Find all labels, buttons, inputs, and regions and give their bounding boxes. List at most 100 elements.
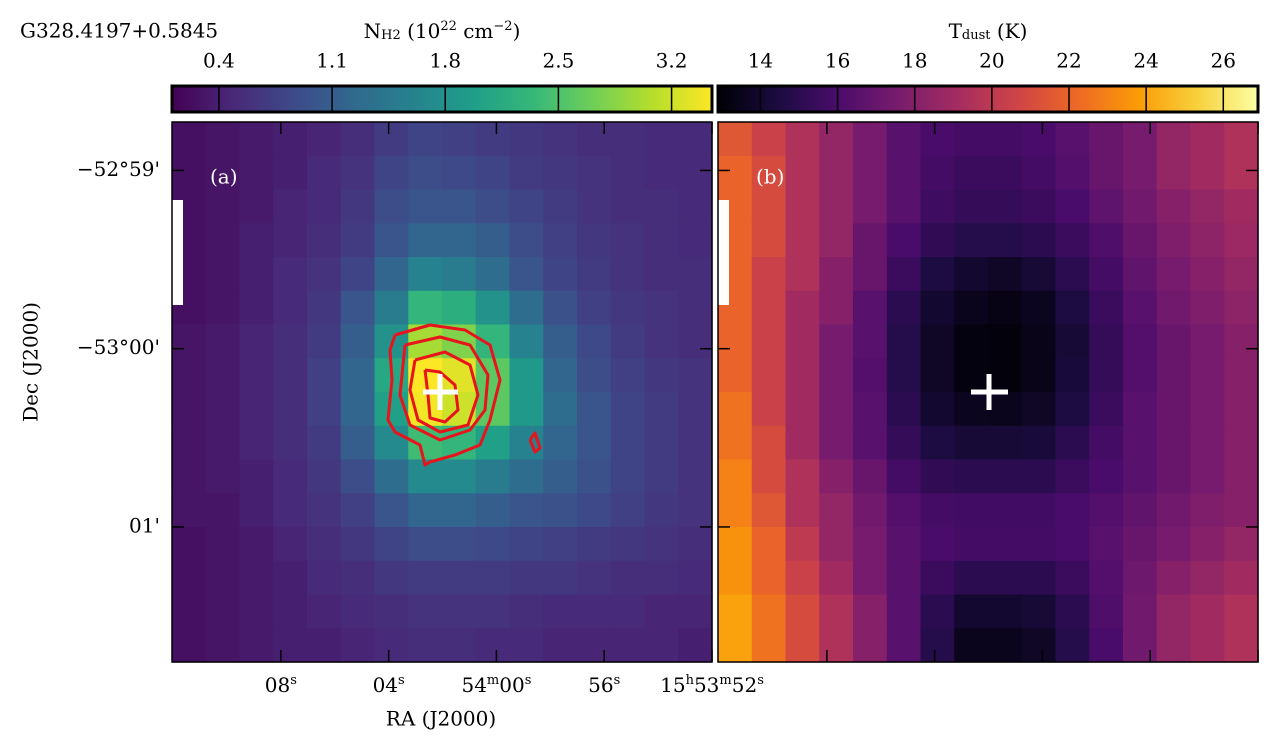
heatmap-cell	[475, 560, 511, 596]
heatmap-cell	[408, 155, 443, 191]
heatmap-cell	[307, 459, 342, 494]
heatmap-cell	[1123, 560, 1158, 596]
heatmap-cell	[1021, 628, 1057, 663]
heatmap-cell	[307, 560, 342, 596]
heatmap-cell	[543, 257, 578, 292]
heatmap-cell	[886, 324, 922, 359]
heatmap-cell	[307, 223, 342, 258]
heatmap-cell	[988, 392, 1023, 427]
heatmap-cell	[509, 189, 544, 224]
heatmap-cell	[718, 155, 753, 191]
heatmap-cell	[442, 459, 477, 494]
heatmap-cell	[954, 122, 989, 157]
overlays	[172, 200, 1008, 467]
heatmap-cell	[172, 122, 207, 157]
heatmap-cell	[886, 594, 922, 629]
colorbar-tick-label: 2.5	[543, 49, 575, 73]
heatmap-cell	[853, 358, 888, 393]
heatmap-cell	[1055, 290, 1090, 326]
colorbar-tick-label: 22	[1056, 49, 1081, 73]
heatmap-cell	[610, 628, 646, 663]
heatmap-cell	[442, 257, 477, 292]
heatmap-cell	[509, 290, 544, 326]
heatmap-cell	[920, 628, 955, 663]
contour	[528, 431, 542, 454]
heatmap-cell	[1055, 425, 1090, 461]
heatmap-cell	[678, 392, 713, 427]
heatmap-cell	[509, 560, 544, 596]
heatmap-cell	[988, 594, 1023, 629]
heatmap-cell	[273, 257, 308, 292]
heatmap-cell	[920, 189, 955, 224]
heatmap-cell	[819, 290, 854, 326]
heatmap-cell	[920, 493, 955, 528]
heatmap-cell	[678, 425, 713, 461]
heatmap-cell	[374, 189, 409, 224]
heatmap-cell	[205, 189, 241, 224]
heatmap-cell	[307, 358, 342, 393]
heatmap-cell	[172, 594, 207, 629]
heatmap-cell	[819, 493, 854, 528]
heatmap-cell	[205, 155, 241, 191]
x-axis-label: RA (J2000)	[386, 707, 496, 731]
heatmap-cell	[1055, 459, 1090, 494]
heatmap-cell	[475, 527, 511, 562]
heatmap-cell	[678, 122, 713, 157]
heatmap-cell	[1055, 324, 1090, 359]
heatmap-cell	[751, 223, 787, 258]
heatmap-cell	[954, 459, 989, 494]
panel-frame	[171, 121, 713, 663]
heatmap-cell	[340, 189, 376, 224]
heatmap-cell	[239, 392, 274, 427]
heatmap-cell	[785, 527, 820, 562]
heatmap-cell	[509, 358, 544, 393]
heatmap-cell	[1055, 223, 1090, 258]
heatmap-cell	[340, 257, 376, 292]
heatmap-cell	[920, 425, 955, 461]
heatmap-cell	[205, 324, 241, 359]
heatmap-cell	[273, 392, 308, 427]
heatmap-cell	[678, 257, 713, 292]
heatmap-cell	[819, 594, 854, 629]
heatmap-cell	[374, 459, 409, 494]
heatmap-cell	[239, 493, 274, 528]
heatmap-cell	[853, 290, 888, 326]
heatmap-cell	[819, 358, 854, 393]
heatmap-cell	[543, 493, 578, 528]
colorbar	[170, 84, 714, 114]
heatmap-cell	[1021, 560, 1057, 596]
heatmap-cell	[644, 392, 679, 427]
heatmap-cell	[954, 257, 989, 292]
heatmap-cell	[205, 122, 241, 157]
colorbar-label: NH2 (1022 cm−2)	[364, 19, 521, 44]
heatmap-cell	[1055, 122, 1090, 157]
heatmap-cell	[954, 594, 989, 629]
heatmap-cell	[1021, 527, 1057, 562]
heatmap-cell	[751, 155, 787, 191]
heatmap-cell	[340, 122, 376, 157]
colorbar-label: Tdust (K)	[949, 19, 1028, 44]
heatmap-cell	[1021, 223, 1057, 258]
heatmap-cell	[718, 527, 753, 562]
heatmap-cell	[751, 527, 787, 562]
heatmap-cell	[610, 223, 646, 258]
heatmap-cell	[988, 257, 1023, 292]
heatmap-cell	[954, 324, 989, 359]
heatmap-cell	[751, 290, 787, 326]
heatmap-cell	[1089, 257, 1124, 292]
heatmap-cell	[718, 324, 753, 359]
heatmap-cell	[819, 155, 854, 191]
heatmap-cell	[644, 527, 679, 562]
heatmap-cell	[1123, 392, 1158, 427]
heatmap-cell	[442, 628, 477, 663]
heatmap-cell	[273, 223, 308, 258]
heatmap-cell	[1021, 493, 1057, 528]
heatmap-cell	[1156, 560, 1192, 596]
heatmap-cell	[172, 425, 207, 461]
heatmap-cell	[408, 493, 443, 528]
heatmap-cell	[374, 594, 409, 629]
heatmap-cell	[1156, 257, 1192, 292]
heatmap-cell	[1021, 459, 1057, 494]
heatmap-cell	[751, 425, 787, 461]
